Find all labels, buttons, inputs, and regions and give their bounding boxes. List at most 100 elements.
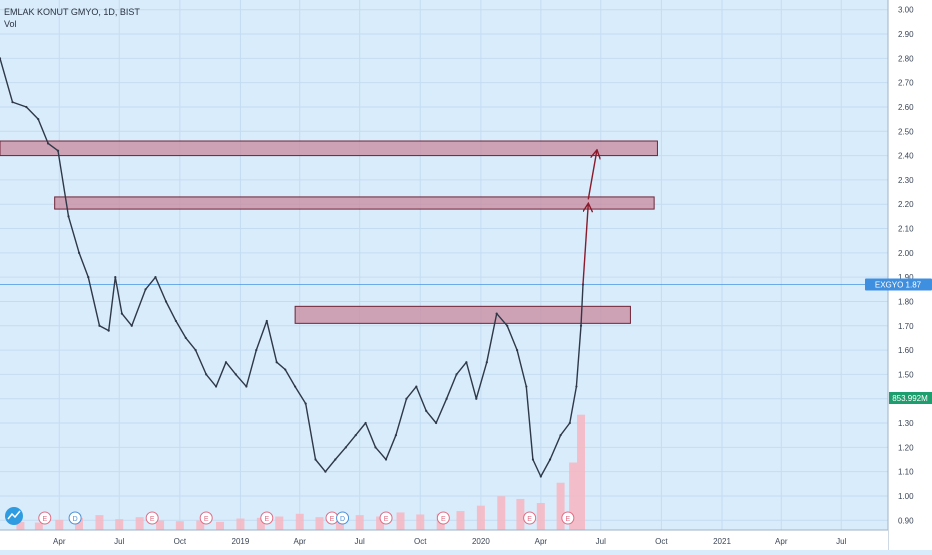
y-tick-label: 1.70 <box>898 322 914 331</box>
dividend-marker[interactable] <box>336 511 350 525</box>
price-point <box>0 57 2 60</box>
price-point <box>114 276 117 279</box>
price-zone[interactable] <box>294 305 631 324</box>
price-point <box>245 385 248 388</box>
price-point <box>205 373 208 376</box>
price-zone[interactable] <box>54 196 655 210</box>
price-point <box>255 348 258 352</box>
price-point <box>164 300 168 303</box>
volume-indicator-label: Vol <box>4 19 17 29</box>
earnings-marker[interactable] <box>379 511 393 525</box>
y-tick-label: 2.30 <box>898 176 914 185</box>
volume-bar <box>497 496 506 530</box>
y-tick-label: 1.20 <box>898 443 914 452</box>
projection-arrow[interactable] <box>587 151 597 200</box>
x-tick-label: Jul <box>836 537 846 546</box>
y-tick-label: 1.00 <box>898 492 914 501</box>
volume-bar <box>175 521 184 530</box>
price-point <box>214 385 218 388</box>
price-point <box>354 434 357 437</box>
event-marker-label: E <box>566 516 571 523</box>
price-point <box>284 368 287 371</box>
x-tick-label: Apr <box>535 537 548 546</box>
volume-bar <box>135 517 144 530</box>
y-tick-label: 1.90 <box>898 273 914 282</box>
price-point <box>384 458 388 461</box>
last-price-badge <box>865 278 932 291</box>
price-point <box>107 329 110 332</box>
price-point <box>37 118 40 121</box>
price-zone[interactable] <box>0 140 658 157</box>
volume-bar <box>396 512 405 530</box>
price-point <box>77 251 81 254</box>
price-axis[interactable] <box>888 0 932 550</box>
y-tick-label: 1.60 <box>898 346 914 355</box>
price-point <box>364 421 367 425</box>
y-tick-label: 1.50 <box>898 370 914 379</box>
price-point <box>495 312 498 315</box>
price-point <box>455 373 458 376</box>
price-point <box>25 105 28 109</box>
price-point <box>275 361 278 364</box>
price-point <box>575 385 578 388</box>
x-tick-label: Oct <box>414 537 427 546</box>
price-point <box>539 475 542 478</box>
price-point <box>224 361 228 364</box>
price-point <box>314 458 317 461</box>
earnings-marker[interactable] <box>436 511 450 525</box>
price-point <box>394 434 398 437</box>
volume-bar <box>376 516 385 530</box>
earnings-marker[interactable] <box>523 511 537 525</box>
earnings-marker[interactable] <box>260 511 274 525</box>
price-point <box>475 397 478 400</box>
x-tick-label: Apr <box>53 537 66 546</box>
y-tick-label: 2.50 <box>898 127 914 136</box>
event-marker-label: E <box>527 516 532 523</box>
x-tick-label: Oct <box>174 537 187 546</box>
price-point <box>324 470 327 473</box>
y-tick-label: 2.60 <box>898 103 914 112</box>
price-point <box>405 397 408 400</box>
price-point <box>516 348 519 352</box>
volume-bar <box>75 517 84 530</box>
time-axis[interactable] <box>0 530 888 550</box>
earnings-marker[interactable] <box>38 511 52 525</box>
price-point <box>559 434 562 437</box>
volume-bar <box>55 519 64 530</box>
x-tick-label: Apr <box>775 537 788 546</box>
x-tick-label: Jul <box>596 537 606 546</box>
event-marker-label: E <box>264 516 269 523</box>
volume-bar <box>95 515 104 530</box>
chart-header: EMLAK KONUT GMYO, 1D, BIST Vol <box>4 6 140 30</box>
volume-bar <box>456 511 465 530</box>
plot-area <box>0 0 888 530</box>
dividend-marker[interactable] <box>68 511 82 525</box>
price-point <box>130 324 133 327</box>
volume-bar <box>335 519 344 530</box>
price-point <box>548 458 552 461</box>
volume-bar <box>536 503 545 530</box>
earnings-marker[interactable] <box>145 511 159 525</box>
y-tick-label: 2.80 <box>898 54 914 63</box>
earnings-marker[interactable] <box>199 511 213 525</box>
price-point <box>304 402 307 405</box>
projection-arrow[interactable] <box>582 204 588 285</box>
price-point <box>579 324 583 327</box>
x-tick-label: Apr <box>294 537 307 546</box>
price-point <box>465 361 468 364</box>
price-point <box>46 142 50 145</box>
price-point <box>425 409 428 412</box>
price-point <box>344 446 347 449</box>
event-marker-label: E <box>330 516 335 523</box>
event-marker-label: E <box>204 516 209 523</box>
event-marker-label: D <box>340 516 345 523</box>
volume-badge <box>889 392 932 404</box>
earnings-marker[interactable] <box>561 511 575 525</box>
price-point <box>568 421 571 425</box>
x-tick-label: 2019 <box>232 537 250 546</box>
price-point <box>445 397 448 400</box>
price-point <box>56 149 60 152</box>
volume-bar <box>16 521 25 530</box>
